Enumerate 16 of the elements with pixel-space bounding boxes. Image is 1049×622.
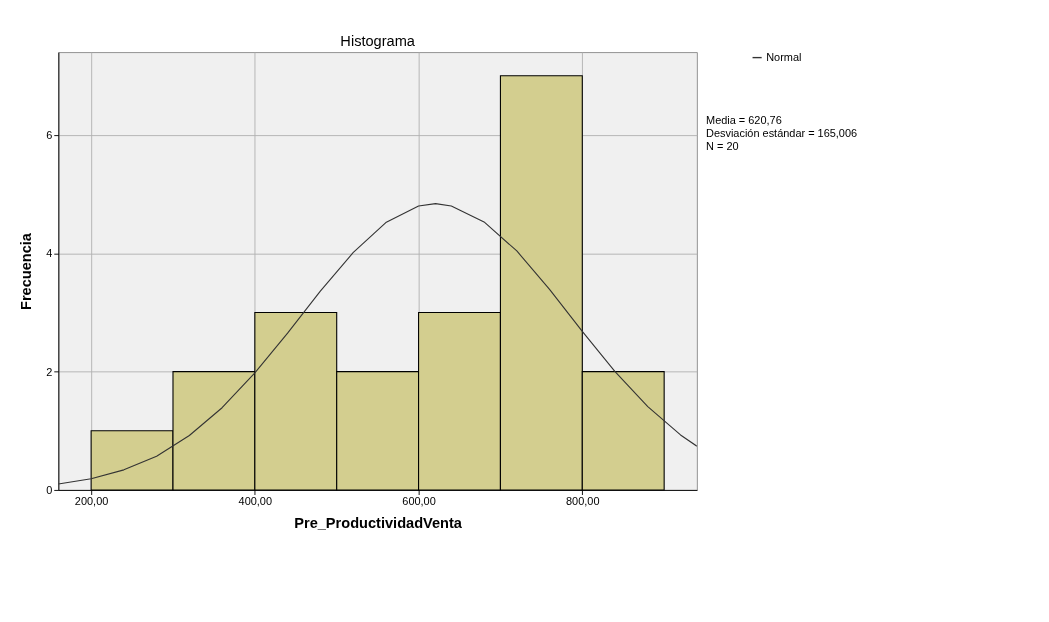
y-tick-label: 6 <box>46 129 53 142</box>
y-axis-title: Frecuencia <box>17 232 34 310</box>
y-tick-label: 0 <box>46 484 53 497</box>
x-tick-label: 600,00 <box>402 495 436 508</box>
y-tick-label: 4 <box>46 247 53 260</box>
text: Media = 620,76 <box>706 114 782 127</box>
line-series <box>58 203 697 485</box>
x-tick-label: 800,00 <box>566 495 600 508</box>
text: N = 20 <box>706 139 739 152</box>
chart-title: Histograma <box>340 32 416 49</box>
y-tick-label: 2 <box>46 365 53 378</box>
x-axis-title: Pre_ProductividadVenta <box>294 514 463 531</box>
x-tick-label: 200,00 <box>74 495 109 508</box>
legend-label: Normal <box>766 51 802 64</box>
x-tick-label: 400,00 <box>238 495 273 508</box>
text: Desviación estándar = 165,006 <box>706 126 858 139</box>
